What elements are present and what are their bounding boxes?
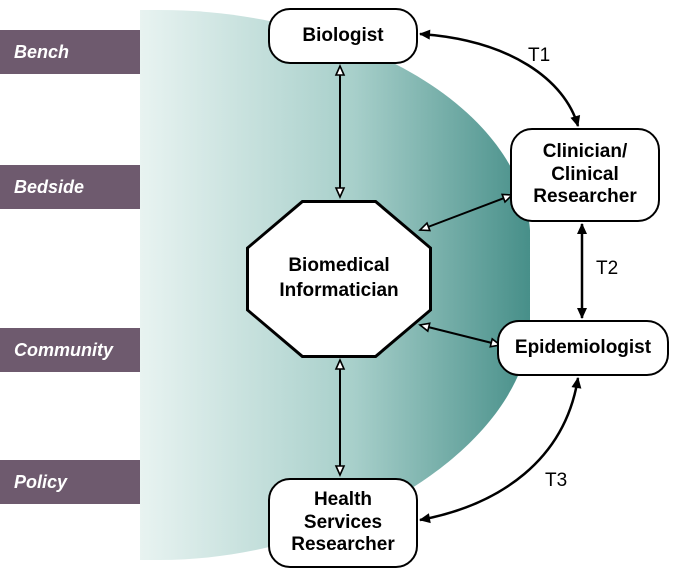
edge-t1 [420, 34, 578, 126]
node-clinician: Clinician/ Clinical Researcher [510, 128, 660, 222]
node-epidemiologist: Epidemiologist [497, 320, 669, 376]
edge-label-t1: T1 [528, 45, 550, 67]
label-bedside-text: Bedside [14, 177, 84, 198]
label-policy-text: Policy [14, 472, 67, 493]
node-biologist: Biologist [268, 8, 418, 64]
node-epidemiologist-label: Epidemiologist [515, 337, 651, 360]
label-policy: Policy [0, 460, 140, 504]
label-community: Community [0, 328, 140, 372]
node-clinician-label: Clinician/ Clinical Researcher [533, 141, 637, 209]
edge-t3 [420, 378, 578, 520]
label-bedside: Bedside [0, 165, 140, 209]
node-hsr-label: Health Services Researcher [291, 489, 395, 557]
label-bench-text: Bench [14, 42, 69, 63]
edge-label-t3: T3 [545, 470, 567, 492]
label-community-text: Community [14, 340, 113, 361]
label-bench: Bench [0, 30, 140, 74]
edge-label-t2: T2 [596, 258, 618, 280]
edge-informatician-clinician [420, 195, 512, 230]
node-hsr: Health Services Researcher [268, 478, 418, 568]
node-informatician-label: Biomedical Informatician [279, 254, 398, 303]
edge-informatician-epidemiologist [420, 325, 500, 345]
node-biologist-label: Biologist [302, 25, 383, 48]
